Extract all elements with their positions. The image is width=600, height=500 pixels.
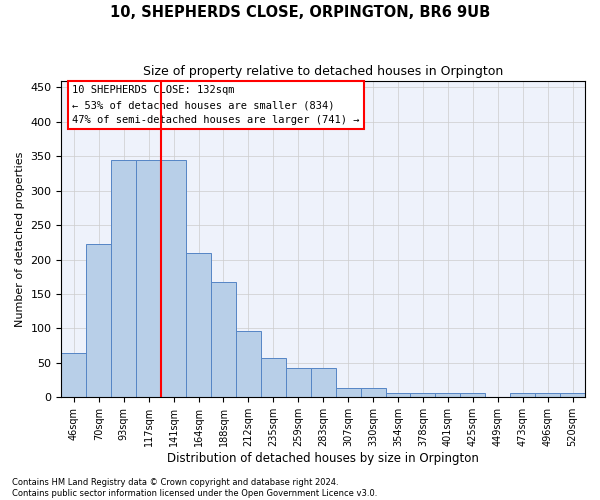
Text: Contains HM Land Registry data © Crown copyright and database right 2024.
Contai: Contains HM Land Registry data © Crown c… (12, 478, 377, 498)
Bar (136, 160, 161, 398)
Bar (335, 388, 361, 398)
Bar (61, 352, 86, 398)
Bar (161, 160, 186, 398)
X-axis label: Distribution of detached houses by size in Orpington: Distribution of detached houses by size … (167, 452, 479, 465)
Bar (361, 388, 386, 398)
Bar (410, 392, 436, 398)
Bar (186, 254, 211, 398)
Y-axis label: Number of detached properties: Number of detached properties (15, 152, 25, 326)
Bar (211, 282, 236, 398)
Bar (111, 160, 136, 398)
Bar (560, 393, 585, 398)
Title: Size of property relative to detached houses in Orpington: Size of property relative to detached ho… (143, 65, 503, 78)
Bar (510, 393, 535, 398)
Bar (261, 358, 286, 398)
Bar (460, 393, 485, 398)
Bar (236, 330, 261, 398)
Text: 10 SHEPHERDS CLOSE: 132sqm
← 53% of detached houses are smaller (834)
47% of sem: 10 SHEPHERDS CLOSE: 132sqm ← 53% of deta… (72, 86, 359, 125)
Bar (535, 393, 560, 398)
Bar (86, 244, 111, 398)
Bar (386, 392, 410, 398)
Bar (311, 368, 335, 398)
Text: 10, SHEPHERDS CLOSE, ORPINGTON, BR6 9UB: 10, SHEPHERDS CLOSE, ORPINGTON, BR6 9UB (110, 5, 490, 20)
Bar (436, 393, 460, 398)
Bar (286, 368, 311, 398)
